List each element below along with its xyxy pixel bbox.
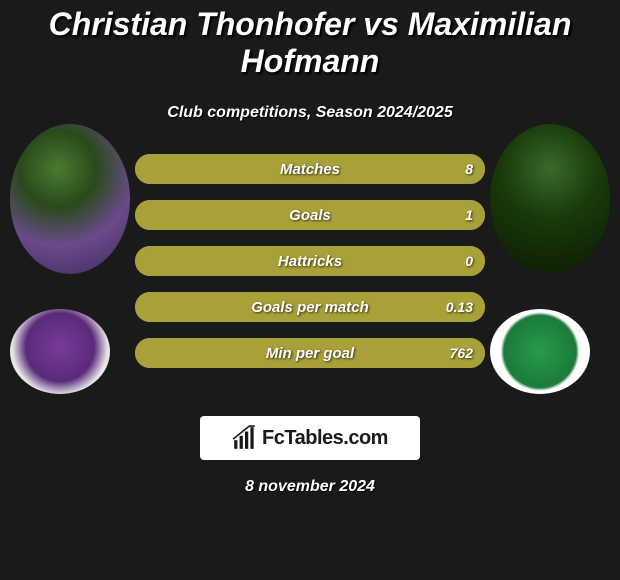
stat-row: Min per goal 762 xyxy=(135,338,485,368)
stat-value-right: 8 xyxy=(465,161,473,177)
date-text: 8 november 2024 xyxy=(0,478,620,496)
stat-label: Min per goal xyxy=(266,345,354,362)
player-left-column xyxy=(10,124,130,394)
page-title: Christian Thonhofer vs Maximilian Hofman… xyxy=(0,0,620,80)
player-right-club-logo xyxy=(490,309,590,394)
stat-label: Goals xyxy=(289,207,331,224)
player-left-club-logo xyxy=(10,309,110,394)
stat-value-right: 0.13 xyxy=(446,299,473,315)
stat-value-right: 1 xyxy=(465,207,473,223)
stat-row: Goals 1 xyxy=(135,200,485,230)
subtitle: Club competitions, Season 2024/2025 xyxy=(0,104,620,122)
stat-label: Matches xyxy=(280,161,340,178)
stat-label: Goals per match xyxy=(251,299,369,316)
stats-list: Matches 8 Goals 1 Hattricks 0 Goals per match 0… xyxy=(135,154,485,368)
stat-row: Hattricks 0 xyxy=(135,246,485,276)
stat-row: Goals per match 0.13 xyxy=(135,292,485,322)
player-right-photo xyxy=(490,124,610,274)
stat-row: Matches 8 xyxy=(135,154,485,184)
player-right-column xyxy=(490,124,610,394)
stat-value-right: 0 xyxy=(465,253,473,269)
stat-label: Hattricks xyxy=(278,253,342,270)
brand-badge: FcTables.com xyxy=(200,416,420,460)
player-left-photo xyxy=(10,124,130,274)
chart-icon xyxy=(232,425,258,451)
stat-value-right: 762 xyxy=(450,345,473,361)
brand-text: FcTables.com xyxy=(262,427,388,450)
